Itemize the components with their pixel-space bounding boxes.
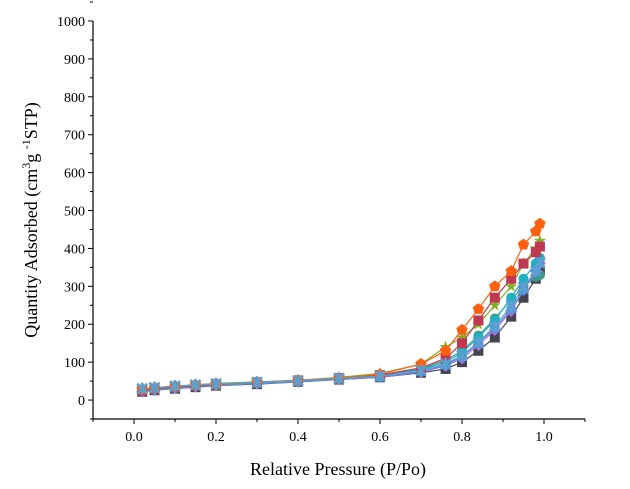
data-point [251, 376, 263, 389]
data-point [505, 300, 518, 313]
y-tick-label: 600 [64, 167, 85, 182]
x-tick-label: 0.8 [453, 430, 471, 445]
data-point [148, 381, 161, 394]
data-point [533, 234, 547, 247]
data-point [456, 323, 468, 335]
data-point [506, 292, 517, 303]
data-point [210, 377, 222, 390]
data-point [534, 241, 545, 252]
data-point [488, 298, 501, 311]
data-point [374, 370, 386, 383]
data-point [472, 336, 485, 349]
data-point [456, 349, 468, 362]
data-point [506, 273, 517, 284]
data-point [505, 265, 517, 277]
y-tick-label: 1000 [57, 15, 85, 30]
data-point [439, 344, 452, 356]
x-axis-label: Relative Pressure (P/Po) [250, 459, 426, 480]
data-point [489, 280, 501, 292]
data-point [169, 380, 181, 393]
data-point [534, 256, 546, 269]
series-s9 [136, 256, 546, 395]
data-point [415, 364, 427, 377]
series-s8 [136, 217, 546, 395]
data-point [505, 279, 518, 292]
data-point [518, 273, 529, 284]
y-axis-label: Quantity Adsorbed (cm3g -1STP) [19, 102, 42, 338]
x-tick-label: 0.2 [207, 430, 225, 445]
data-point [473, 315, 484, 326]
x-tick-label: 0.4 [289, 430, 307, 445]
data-point [534, 217, 546, 229]
x-tick-label: 0.6 [371, 430, 389, 445]
data-point [333, 372, 345, 385]
data-point [455, 331, 469, 343]
y-tick-label: 700 [64, 129, 85, 144]
data-point [488, 320, 501, 333]
x-tick-label: 0.0 [125, 430, 143, 445]
series-s6 [136, 234, 547, 396]
data-point [457, 338, 467, 349]
data-point [517, 238, 530, 250]
y-tick-label: 200 [64, 318, 85, 333]
data-point [292, 374, 304, 387]
y-tick-label: 900 [64, 53, 85, 68]
data-point [518, 258, 529, 269]
data-point [439, 358, 452, 371]
x-tick-label: 1.0 [535, 430, 553, 445]
y-tick-label: 500 [64, 205, 85, 220]
y-tick-label: 300 [64, 280, 85, 295]
data-point [472, 303, 485, 314]
y-tick-label: 0 [78, 394, 85, 409]
data-point [518, 292, 529, 303]
data-point [489, 332, 500, 343]
data-point [189, 378, 202, 391]
data-point [530, 247, 541, 258]
data-point [136, 382, 149, 395]
data-point [517, 281, 530, 294]
data-point [489, 292, 500, 303]
y-tick-label: 800 [64, 91, 85, 106]
y-tick-label: 400 [64, 242, 85, 257]
y-tick-label: 100 [64, 356, 85, 371]
